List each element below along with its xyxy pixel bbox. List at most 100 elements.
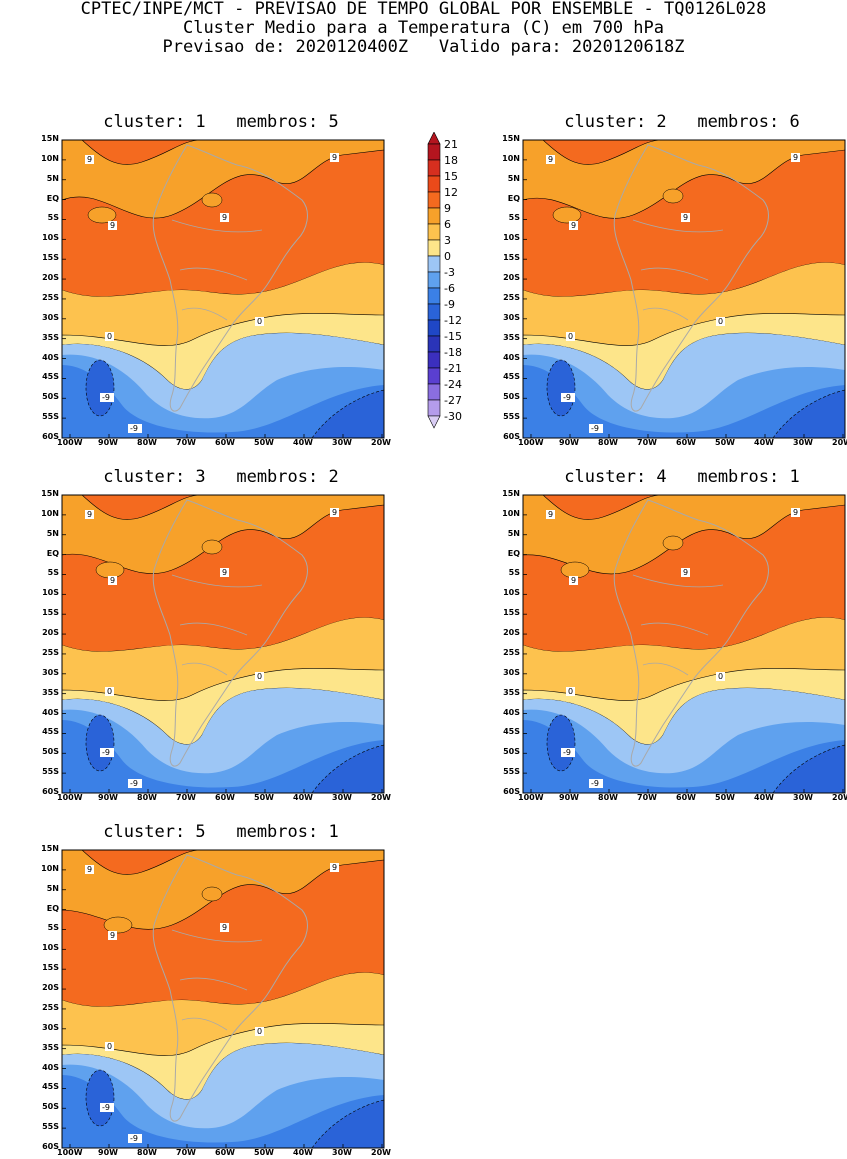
colorbar-label: 9 bbox=[444, 202, 451, 215]
panel-5-title: cluster: 5 membros: 1 bbox=[103, 822, 339, 842]
colorbar-label: -24 bbox=[444, 378, 462, 391]
lat-label: 5N bbox=[507, 528, 520, 538]
colorbar-swatch bbox=[427, 351, 441, 369]
lat-label: 35S bbox=[503, 332, 520, 342]
colorbar-swatch bbox=[427, 303, 441, 321]
lat-label: 45S bbox=[503, 372, 520, 382]
lat-label: 10N bbox=[502, 508, 520, 518]
country-borders bbox=[171, 929, 263, 1031]
lon-label: 100W bbox=[57, 793, 83, 802]
contour-minus9-east bbox=[311, 1099, 384, 1148]
lat-label: 50S bbox=[42, 392, 59, 402]
lat-label: 30S bbox=[42, 1022, 59, 1032]
colorbar-swatch bbox=[427, 367, 441, 385]
lat-label: 10S bbox=[503, 588, 520, 598]
country-borders bbox=[171, 574, 263, 676]
contour-label-bg bbox=[128, 1134, 142, 1143]
colorbar-label: -3 bbox=[444, 266, 455, 279]
contour-label: 0 bbox=[568, 332, 573, 341]
lat-label: 20S bbox=[42, 628, 59, 638]
contour-label-bg bbox=[100, 1103, 114, 1112]
contour-label: -9 bbox=[563, 748, 571, 757]
contour-label-bg bbox=[561, 393, 575, 402]
contour-label-bg bbox=[108, 931, 117, 940]
contour-label-bg bbox=[85, 510, 94, 519]
contour-label: -9 bbox=[102, 1103, 110, 1112]
contour-label: 9 bbox=[793, 153, 798, 162]
lon-label: 90W bbox=[98, 438, 118, 447]
lat-label: EQ bbox=[507, 548, 520, 558]
lat-label: 55S bbox=[503, 767, 520, 777]
lat-label: 40S bbox=[503, 352, 520, 362]
contour-patch bbox=[662, 535, 684, 551]
colorbar-swatch bbox=[427, 239, 441, 257]
panel-2-title: cluster: 2 membros: 6 bbox=[564, 112, 800, 132]
lon-label: 60W bbox=[215, 1148, 235, 1157]
lat-label: 5S bbox=[47, 568, 59, 578]
lon-label: 70W bbox=[176, 1148, 196, 1157]
contour-patch bbox=[103, 916, 133, 934]
lat-label: 20S bbox=[503, 273, 520, 283]
contour-label-bg bbox=[220, 568, 229, 577]
lat-label: 60S bbox=[503, 787, 520, 796]
lat-label: EQ bbox=[46, 903, 59, 913]
colorbar-label: 21 bbox=[444, 138, 458, 151]
lat-label: 5N bbox=[46, 173, 59, 183]
coastline bbox=[152, 854, 308, 1122]
lon-label: 40W bbox=[293, 1148, 313, 1157]
lon-label: 100W bbox=[57, 438, 83, 447]
contour-label-bg bbox=[108, 221, 117, 230]
map-panel-2: 9 9 9 9 0 0 -9 -9 bbox=[522, 139, 846, 439]
colorbar-swatch bbox=[427, 191, 441, 209]
contour-label: 9 bbox=[222, 923, 227, 932]
lat-label: 15N bbox=[502, 134, 520, 143]
lat-label: 15S bbox=[42, 963, 59, 973]
lat-label: 20S bbox=[42, 983, 59, 993]
contour-label: 9 bbox=[793, 508, 798, 517]
colorbar-swatch bbox=[427, 399, 441, 417]
lon-label: 60W bbox=[215, 438, 235, 447]
lat-label: 5N bbox=[46, 528, 59, 538]
coastline bbox=[152, 499, 308, 767]
lat-label: 25S bbox=[42, 292, 59, 302]
contour-label-bg bbox=[100, 748, 114, 757]
colorbar-label: -27 bbox=[444, 394, 462, 407]
contour-9-patch bbox=[542, 495, 664, 520]
lat-label: 60S bbox=[42, 787, 59, 796]
map-panel-1: 9 9 9 9 0 0 -9 -9 bbox=[61, 139, 385, 439]
contour-label-bg bbox=[255, 672, 264, 681]
map-svg: 9 9 9 9 0 0 -9 -9 bbox=[522, 494, 846, 794]
lat-label: 5N bbox=[507, 173, 520, 183]
lat-label: 15N bbox=[502, 489, 520, 498]
contour-label: 0 bbox=[107, 1042, 112, 1051]
contour-label: 0 bbox=[718, 317, 723, 326]
colorbar-label: 6 bbox=[444, 218, 451, 231]
temperature-band-6 bbox=[62, 972, 384, 1056]
contour-label-bg bbox=[791, 153, 800, 162]
colorbar-label: -9 bbox=[444, 298, 455, 311]
contour-label-bg bbox=[330, 508, 339, 517]
contour-label-bg bbox=[108, 576, 117, 585]
temperature-band-6 bbox=[523, 617, 845, 701]
lat-label: 5S bbox=[508, 568, 520, 578]
lon-label: 90W bbox=[559, 438, 579, 447]
contour-label-bg bbox=[589, 424, 603, 433]
lat-label: 5S bbox=[47, 213, 59, 223]
lat-label: 15N bbox=[41, 844, 59, 853]
lon-label: 100W bbox=[518, 438, 544, 447]
lat-label: 45S bbox=[42, 727, 59, 737]
contour-label-bg bbox=[105, 332, 114, 341]
contour-patch bbox=[662, 188, 684, 204]
contour-patch bbox=[201, 192, 223, 208]
contour-minus9 bbox=[546, 714, 576, 772]
lat-label: 10S bbox=[42, 943, 59, 953]
lon-label: 80W bbox=[598, 438, 618, 447]
colorbar-label: -12 bbox=[444, 314, 462, 327]
contour-label: 9 bbox=[110, 931, 115, 940]
colorbar-label: -15 bbox=[444, 330, 462, 343]
contour-label: 9 bbox=[548, 155, 553, 164]
colorbar: 21 18 15 12 9 6 3 0 -3 -6 -9 -12 -15 -18 -21 -24 -27 -30 bbox=[418, 131, 468, 444]
lat-label: 50S bbox=[42, 1102, 59, 1112]
lat-label: 15N bbox=[41, 489, 59, 498]
contour-patch bbox=[201, 886, 223, 902]
